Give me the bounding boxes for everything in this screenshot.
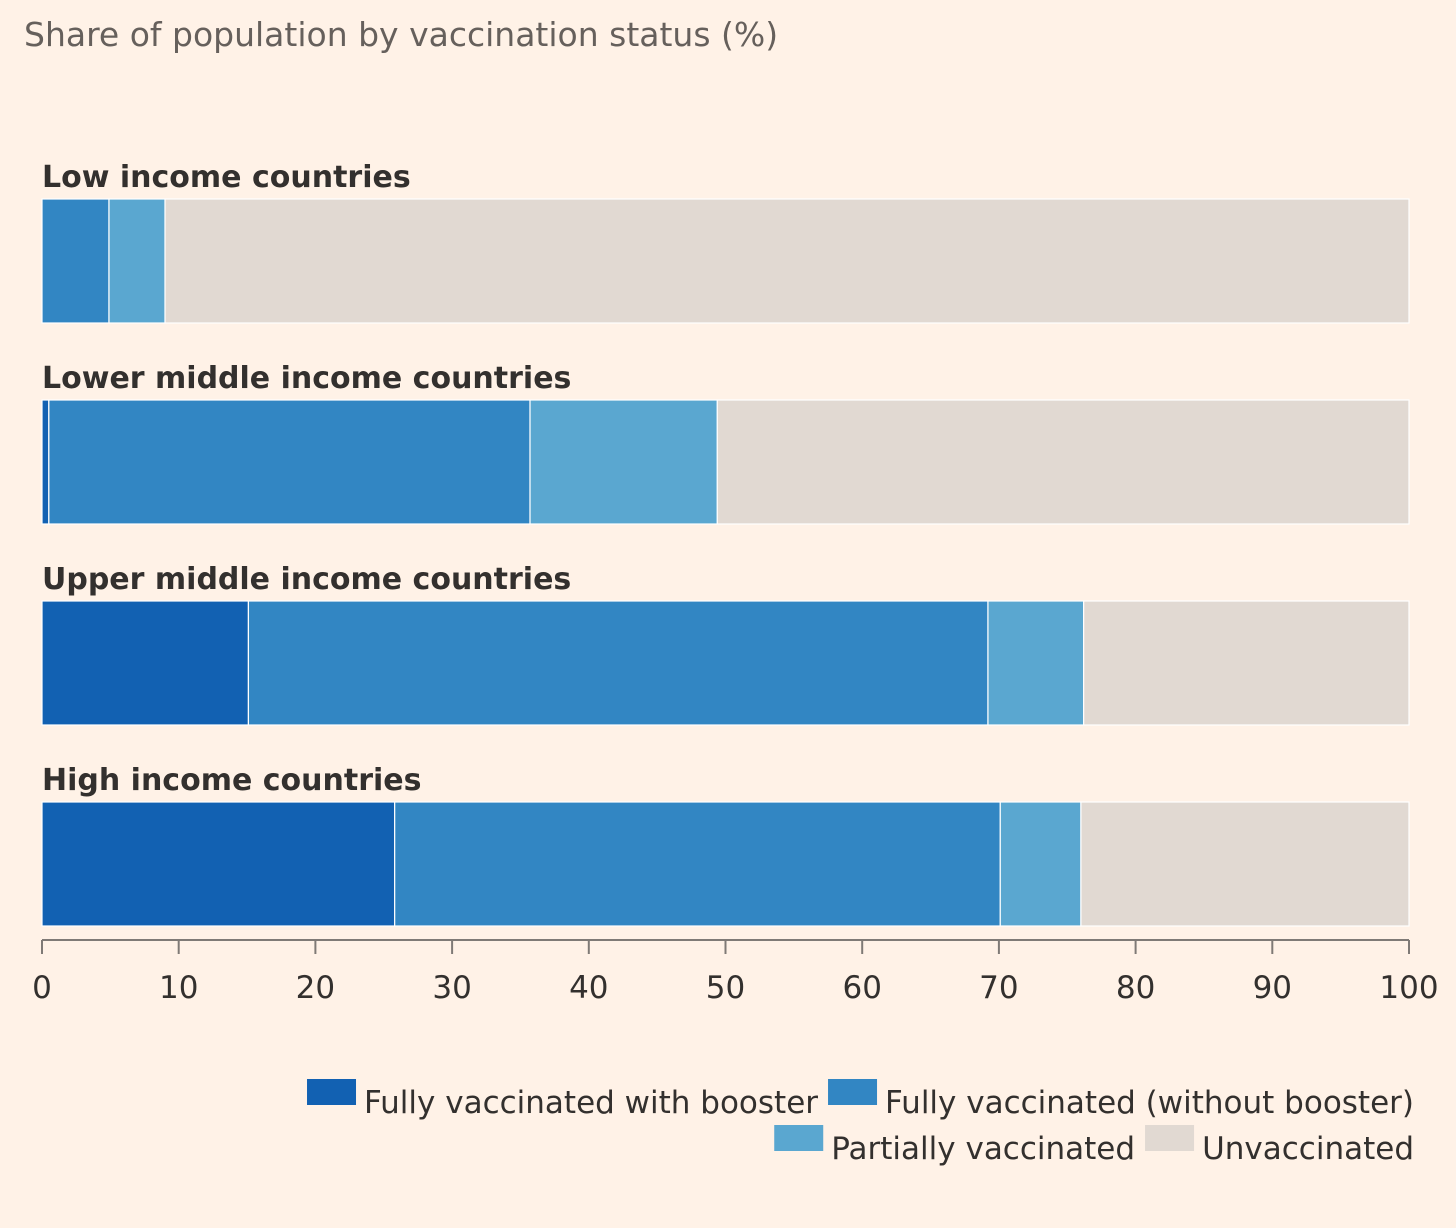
bar-lower-middle-income-countries-unvaccinated — [716, 399, 1410, 525]
category-label-low-income-countries: Low income countries — [42, 160, 411, 195]
category-label-lower-middle-income-countries: Lower middle income countries — [42, 361, 571, 396]
legend-label-unvaccinated: Unvaccinated — [1202, 1131, 1414, 1167]
bar-upper-middle-income-countries-unvaccinated — [1083, 600, 1410, 726]
bar-low-income-countries-unvaccinated — [164, 198, 1410, 324]
x-tick-label: 50 — [706, 970, 745, 1006]
legend-swatch-unvaccinated — [1145, 1125, 1195, 1151]
legend-swatch-partially-vaccinated — [774, 1125, 824, 1151]
x-tick-label: 70 — [979, 970, 1018, 1006]
bar-upper-middle-income-countries-fully-vaccinated-without-booster — [247, 600, 989, 726]
x-tick-label: 80 — [1116, 970, 1155, 1006]
bars-group: Low income countries Lower middle income … — [41, 160, 1410, 927]
x-tick-label: 90 — [1253, 970, 1292, 1006]
bar-lower-middle-income-countries-fully-vaccinated-with-booster — [41, 399, 50, 525]
bar-high-income-countries-partially-vaccinated — [999, 801, 1082, 927]
bar-lower-middle-income-countries-fully-vaccinated-without-booster — [48, 399, 531, 525]
bar-high-income-countries-fully-vaccinated-with-booster — [41, 801, 396, 927]
category-label-upper-middle-income-countries: Upper middle income countries — [42, 562, 571, 597]
x-tick-label: 20 — [296, 970, 335, 1006]
legend-label-fully-vaccinated-with-booster: Fully vaccinated with booster — [364, 1085, 818, 1121]
bar-high-income-countries-unvaccinated — [1080, 801, 1410, 927]
x-tick-label: 40 — [569, 970, 608, 1006]
legend-swatch-fully-vaccinated-without-booster — [828, 1079, 878, 1105]
bar-upper-middle-income-countries-fully-vaccinated-with-booster — [41, 600, 250, 726]
x-axis: 0 10 20 30 40 50 60 70 80 90 100 — [32, 939, 1439, 1006]
x-tick-label: 10 — [159, 970, 198, 1006]
legend-swatch-fully-vaccinated-with-booster — [307, 1079, 357, 1105]
chart-title: Share of population by vaccination statu… — [24, 15, 778, 54]
legend-label-partially-vaccinated: Partially vaccinated — [831, 1131, 1135, 1167]
bar-low-income-countries-partially-vaccinated — [108, 198, 166, 324]
legend: Fully vaccinated with booster Fully vacci… — [307, 1079, 1414, 1167]
category-label-high-income-countries: High income countries — [42, 763, 421, 798]
x-tick-label: 60 — [842, 970, 881, 1006]
bar-upper-middle-income-countries-partially-vaccinated — [987, 600, 1085, 726]
x-tick-label: 30 — [432, 970, 471, 1006]
x-tick-label: 0 — [32, 970, 52, 1006]
bar-high-income-countries-fully-vaccinated-without-booster — [394, 801, 1001, 927]
legend-label-fully-vaccinated-without-booster: Fully vaccinated (without booster) — [885, 1085, 1414, 1121]
x-tick-label: 100 — [1379, 970, 1438, 1006]
bar-low-income-countries-fully-vaccinated-without-booster — [41, 198, 110, 324]
bar-lower-middle-income-countries-partially-vaccinated — [529, 399, 718, 525]
